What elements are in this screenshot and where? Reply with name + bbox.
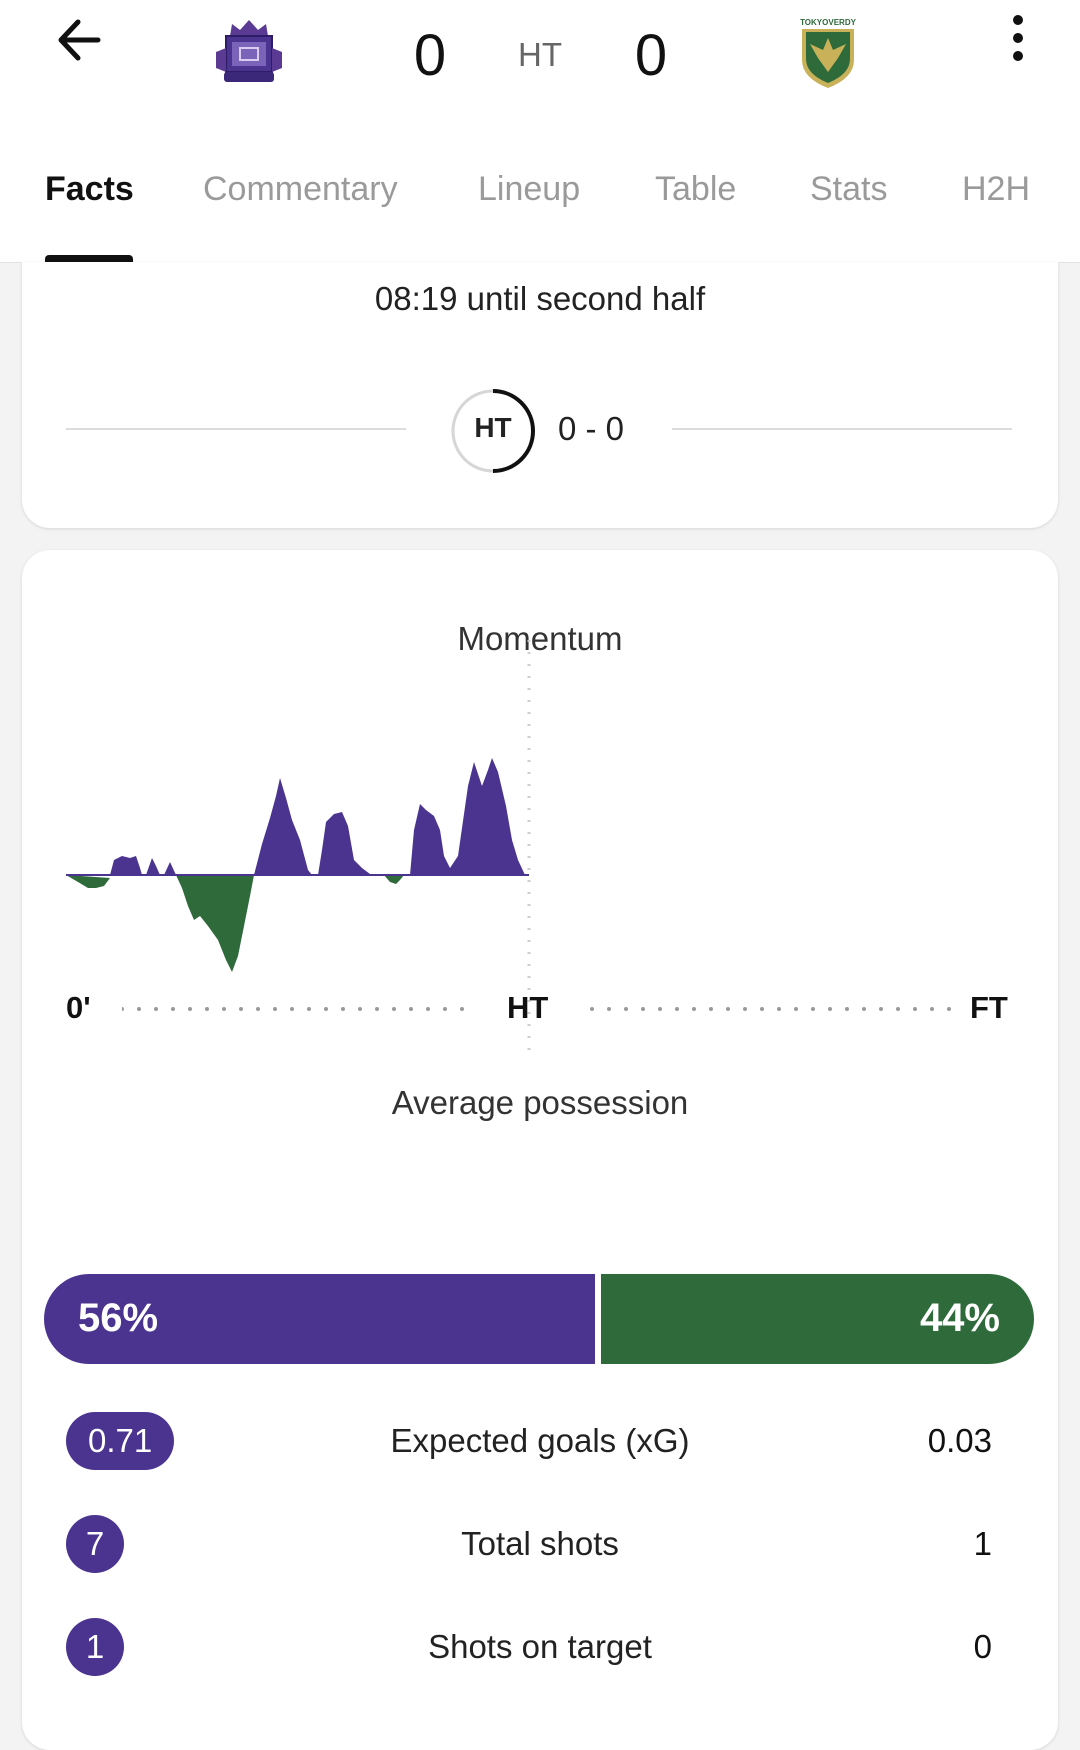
shots-on-target-away-value: 0 <box>973 1628 992 1665</box>
possession-title: Average possession <box>391 1084 689 1121</box>
stat-row-total-shots: 7 Total shots 1 <box>22 1515 1058 1575</box>
home-score: 0 <box>413 23 447 88</box>
back-arrow-icon[interactable] <box>52 10 112 70</box>
momentum-home-area <box>110 758 525 875</box>
possession-bar: 56% 44% <box>44 1274 1034 1364</box>
second-half-countdown: 08:19 until second half <box>374 280 706 317</box>
momentum-axis-mid: HT <box>507 990 549 1025</box>
momentum-axis-start: 0' <box>66 990 91 1025</box>
possession-home-value: 56% <box>78 1296 159 1340</box>
shots-on-target-label: Shots on target <box>428 1628 652 1665</box>
stat-row-shots-on-target: 1 Shots on target 0 <box>22 1618 1058 1678</box>
shots-on-target-home-value: 1 <box>66 1618 124 1676</box>
total-shots-label: Total shots <box>461 1525 619 1562</box>
match-status: HT <box>518 36 562 73</box>
svg-text:TOKYOVERDY: TOKYOVERDY <box>800 18 857 27</box>
possession-home-bar: 56% <box>44 1274 595 1364</box>
match-stats-card: Momentum 0' HT FT Average possession 56%… <box>22 550 1058 1750</box>
match-header: 0 HT 0 TOKYOVERDY Facts Commentary Lineu… <box>0 0 1080 263</box>
momentum-title: Momentum <box>457 620 623 657</box>
total-shots-home-value: 7 <box>66 1515 124 1573</box>
tab-stats[interactable]: Stats <box>810 170 888 208</box>
home-team-crest-icon[interactable] <box>212 18 286 90</box>
more-options-icon[interactable] <box>1000 12 1036 64</box>
tab-bar: Facts Commentary Lineup Table Stats H2H <box>0 170 1080 262</box>
momentum-axis-dots <box>122 1007 964 1011</box>
tab-table[interactable]: Table <box>655 170 737 208</box>
tab-commentary[interactable]: Commentary <box>203 170 398 208</box>
total-shots-away-value: 1 <box>973 1525 992 1562</box>
possession-away-bar: 44% <box>601 1274 1034 1364</box>
tab-facts[interactable]: Facts <box>45 170 134 208</box>
halftime-progress-icon <box>451 389 535 473</box>
momentum-graph <box>66 640 531 1050</box>
halftime-card: 08:19 until second half HT 0 - 0 <box>22 262 1058 528</box>
stat-row-xg: 0.71 Expected goals (xG) 0.03 <box>22 1412 1058 1472</box>
away-score: 0 <box>634 23 668 88</box>
away-team-crest-icon[interactable]: TOKYOVERDY <box>798 16 858 90</box>
divider-right <box>672 428 1012 430</box>
tab-lineup[interactable]: Lineup <box>478 170 581 208</box>
momentum-axis-end: FT <box>970 990 1008 1025</box>
xg-away-value: 0.03 <box>927 1422 992 1459</box>
divider-left <box>66 428 406 430</box>
xg-label: Expected goals (xG) <box>390 1422 690 1459</box>
momentum-away-area <box>66 875 404 972</box>
halftime-score: 0 - 0 <box>558 410 625 447</box>
possession-away-value: 44% <box>919 1296 1000 1340</box>
active-tab-indicator <box>45 255 133 262</box>
xg-home-value: 0.71 <box>66 1412 175 1470</box>
halftime-badge: HT <box>474 412 512 443</box>
tab-h2h[interactable]: H2H <box>962 170 1031 208</box>
